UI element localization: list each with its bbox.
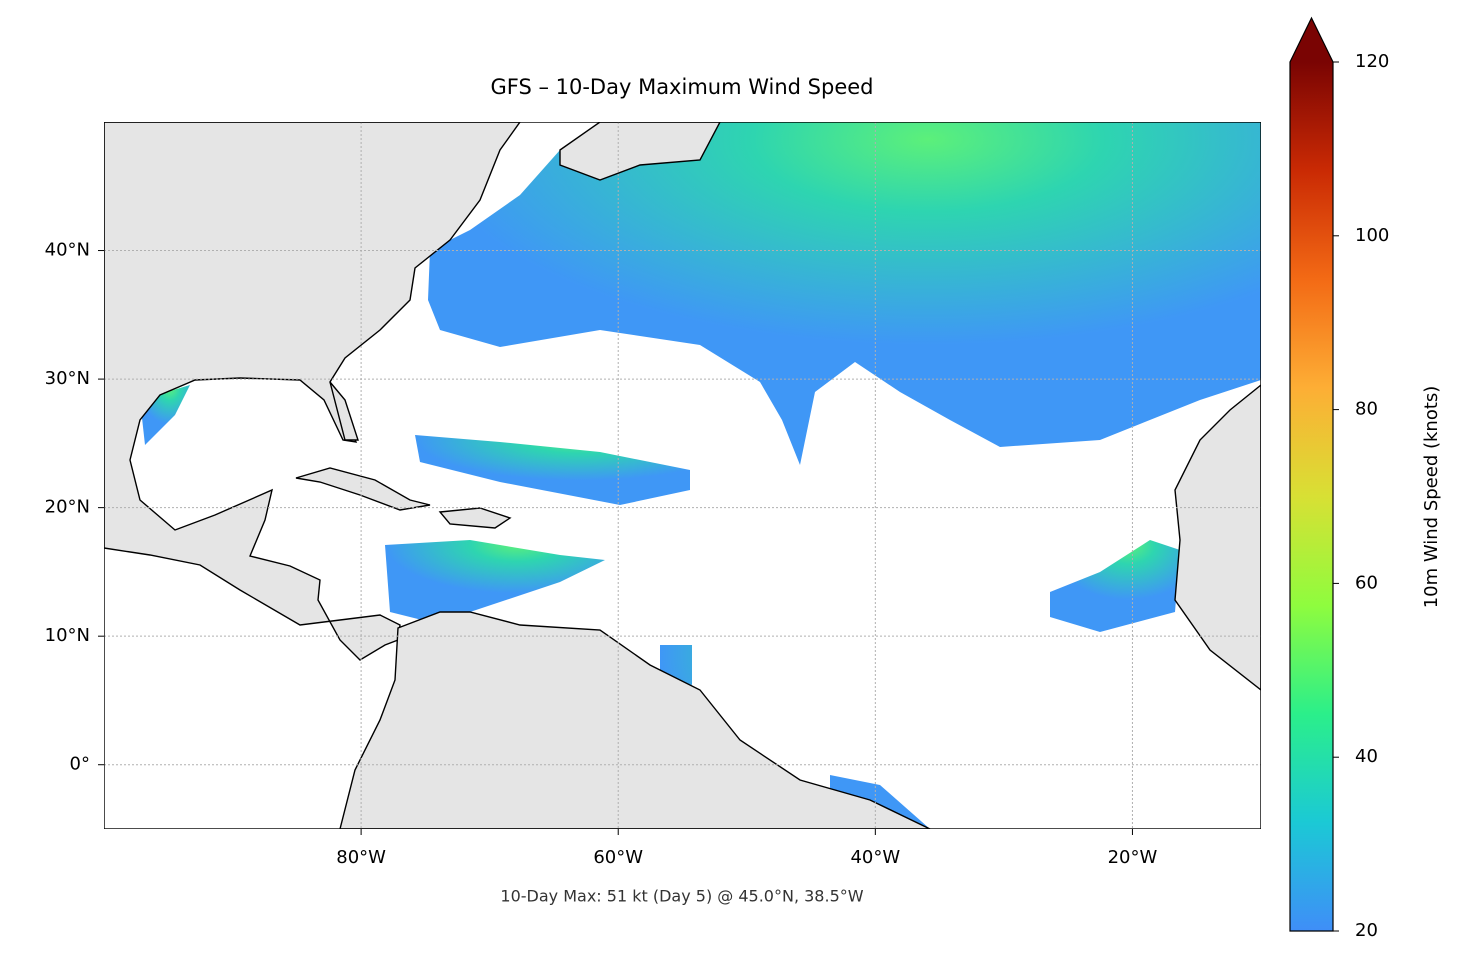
cuba <box>295 467 431 511</box>
colorbar-frame <box>1289 16 1334 932</box>
y-tick-label: 10°N <box>45 625 90 646</box>
x-tick-label: 80°W <box>336 847 386 868</box>
wind-field <box>415 435 690 505</box>
north-america <box>104 122 521 661</box>
south-america <box>339 611 931 829</box>
y-tick-label: 0° <box>70 754 90 775</box>
africa <box>1174 384 1261 691</box>
colorbar-tick-label: 60 <box>1355 572 1378 593</box>
colorbar-tick-label: 40 <box>1355 746 1378 767</box>
colorbar-extend <box>1290 18 1333 62</box>
colorbar-label: 10m Wind Speed (knots) <box>1421 386 1442 609</box>
map-area <box>104 122 1261 829</box>
y-tick-label: 40°N <box>45 240 90 261</box>
wind-field <box>1050 540 1180 632</box>
x-tick-label: 20°W <box>1108 847 1158 868</box>
y-tick-label: 20°N <box>45 497 90 518</box>
colorbar-tick-label: 20 <box>1355 920 1378 941</box>
north-america-east <box>559 122 721 181</box>
wind-field <box>385 540 605 622</box>
wind-field <box>660 645 930 829</box>
colorbar-tick-label: 100 <box>1355 225 1389 246</box>
y-tick-label: 30°N <box>45 368 90 389</box>
map-title: GFS – 10-Day Maximum Wind Speed <box>490 75 873 99</box>
footnote: 10-Day Max: 51 kt (Day 5) @ 45.0°N, 38.5… <box>500 887 863 906</box>
colorbar-tick-label: 80 <box>1355 399 1378 420</box>
colorbar-tick-label: 120 <box>1355 51 1389 72</box>
x-tick-label: 40°W <box>850 847 900 868</box>
colorbar <box>1290 62 1333 931</box>
florida <box>329 381 359 441</box>
hispaniola <box>438 507 512 529</box>
x-tick-label: 60°W <box>593 847 643 868</box>
